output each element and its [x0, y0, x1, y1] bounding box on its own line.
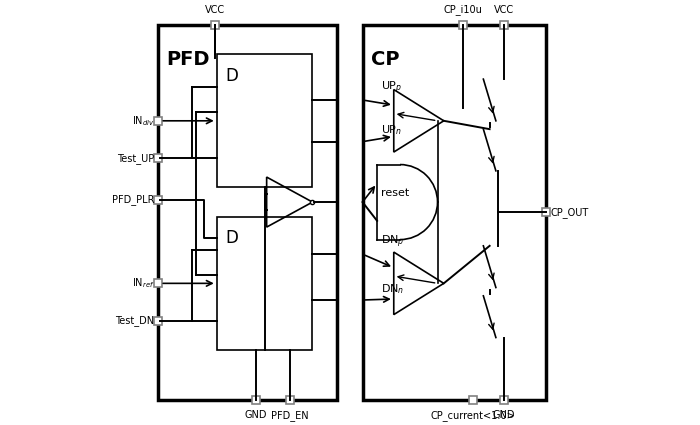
Text: UP$_p$: UP$_p$: [382, 79, 402, 96]
Text: CP_OUT: CP_OUT: [550, 207, 588, 218]
Text: CP: CP: [371, 50, 399, 69]
Text: PFD_PLR: PFD_PLR: [111, 195, 154, 205]
Text: VCC: VCC: [494, 5, 514, 14]
Text: GND: GND: [493, 411, 515, 420]
Text: CP_current<1:0>: CP_current<1:0>: [430, 411, 515, 421]
Text: reset: reset: [382, 188, 409, 198]
Text: D: D: [225, 67, 238, 85]
Text: Test_UP: Test_UP: [117, 153, 154, 164]
Text: Test_DN: Test_DN: [115, 315, 154, 326]
Text: DN$_p$: DN$_p$: [382, 234, 405, 250]
Text: VCC: VCC: [204, 5, 225, 14]
Text: DN$_n$: DN$_n$: [382, 282, 405, 296]
Text: IN$_{div}$: IN$_{div}$: [132, 114, 154, 128]
Text: CP_i10u: CP_i10u: [443, 4, 482, 14]
Text: PFD_EN: PFD_EN: [271, 411, 309, 421]
Text: PFD: PFD: [167, 50, 210, 69]
Text: GND: GND: [245, 411, 267, 420]
Text: D: D: [225, 229, 238, 247]
Text: IN$_{ref}$: IN$_{ref}$: [132, 276, 154, 290]
Text: UP$_n$: UP$_n$: [382, 124, 402, 137]
